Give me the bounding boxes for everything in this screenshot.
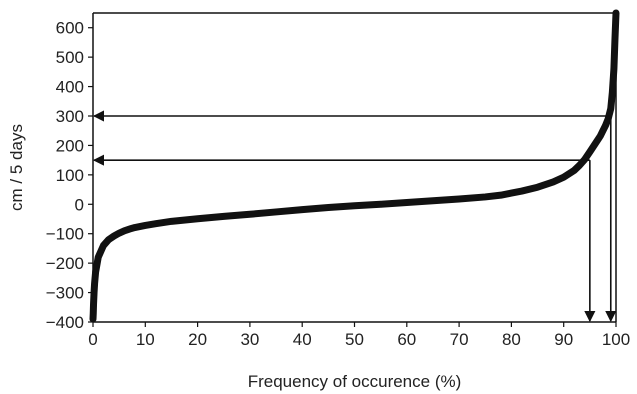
y-tick-label: −400 — [46, 313, 84, 332]
y-tick-label: 300 — [56, 107, 84, 126]
x-tick-label: 80 — [502, 330, 521, 349]
y-tick-label: 600 — [56, 19, 84, 38]
y-tick-label: 200 — [56, 136, 84, 155]
y-tick-label: 0 — [75, 195, 84, 214]
y-axis-title: cm / 5 days — [7, 124, 26, 211]
x-tick-label: 20 — [188, 330, 207, 349]
annotation-layer — [92, 110, 617, 323]
y-tick-label: −100 — [46, 225, 84, 244]
x-tick-label: 10 — [136, 330, 155, 349]
y-tick-label: 100 — [56, 166, 84, 185]
x-tick-label: 100 — [602, 330, 630, 349]
x-axis-title: Frequency of occurence (%) — [248, 372, 462, 391]
x-tick-label: 60 — [397, 330, 416, 349]
series-layer — [89, 9, 620, 323]
x-tick-label: 90 — [554, 330, 573, 349]
y-tick-label: −200 — [46, 254, 84, 273]
y-tick-label: 400 — [56, 78, 84, 97]
series-line-0 — [89, 9, 620, 323]
x-tick-label: 0 — [88, 330, 97, 349]
plot-area: 0 10 20 30 40 50 60 70 80 90 100 −400 −300 −200 −100 0… — [46, 9, 630, 349]
x-tick-label: 30 — [240, 330, 259, 349]
x-tick-label: 70 — [450, 330, 469, 349]
y-tick-label: 500 — [56, 48, 84, 67]
y-tick-label: −300 — [46, 284, 84, 303]
x-tick-label: 50 — [345, 330, 364, 349]
y-ticks: −400 −300 −200 −100 0 100 200 300 400 500 600 — [46, 19, 93, 332]
x-tick-label: 40 — [293, 330, 312, 349]
x-ticks: 0 10 20 30 40 50 60 70 80 90 100 — [88, 322, 630, 349]
